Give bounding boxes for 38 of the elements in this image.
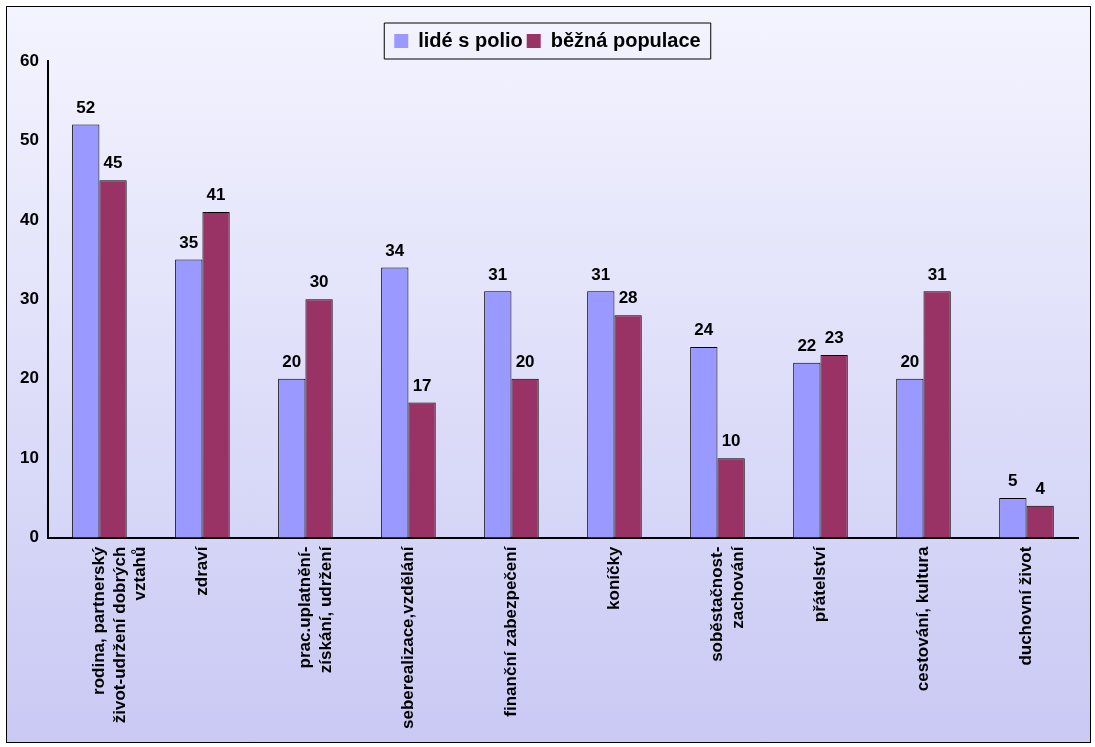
data-label: 31: [488, 264, 508, 284]
x-tick-label: cestování, kultura: [913, 546, 933, 692]
data-label: 34: [385, 240, 405, 260]
data-label: 5: [1008, 471, 1018, 491]
x-tick-label: rodina, partnerský život-udržení dobrých vztahů: [89, 546, 149, 724]
y-tick-label: 60: [19, 50, 39, 70]
data-label: 20: [282, 351, 302, 371]
x-tick-label: seberealizace,vzdělání: [398, 545, 418, 730]
x-tick-label: finanční zabezpečení: [501, 545, 521, 717]
y-tick-label: 40: [19, 209, 39, 229]
data-label: 41: [206, 185, 226, 205]
y-tick-label: 10: [19, 447, 39, 467]
data-label: 22: [797, 336, 817, 356]
x-tick-label: duchovní život: [1016, 546, 1036, 666]
data-label: 28: [618, 288, 638, 308]
data-label: 52: [76, 97, 96, 117]
x-tick-label: soběstačnost-zachování: [707, 545, 747, 662]
data-label: 24: [694, 320, 714, 340]
data-label: 23: [824, 328, 844, 348]
data-label: 10: [721, 431, 741, 451]
data-label: 45: [103, 153, 123, 173]
data-label: 31: [927, 264, 947, 284]
data-label: 17: [412, 375, 432, 395]
data-label: 4: [1035, 479, 1046, 499]
x-tick-label: koníčky: [604, 546, 624, 610]
data-label: 30: [309, 272, 329, 292]
legend-label: lidé s polio: [418, 28, 523, 51]
y-tick-label: 50: [19, 130, 39, 150]
data-label: 20: [515, 351, 535, 371]
data-label: 35: [179, 232, 199, 252]
data-label: 20: [900, 351, 920, 371]
y-tick-label: 30: [19, 289, 39, 308]
y-tick-label: 20: [19, 368, 39, 388]
data-label: 31: [591, 264, 611, 284]
x-tick-label: zdraví: [192, 545, 212, 596]
x-tick-label: přátelství: [810, 545, 830, 623]
y-tick-label: 0: [29, 527, 39, 547]
legend-label: běžná populace: [550, 28, 701, 51]
